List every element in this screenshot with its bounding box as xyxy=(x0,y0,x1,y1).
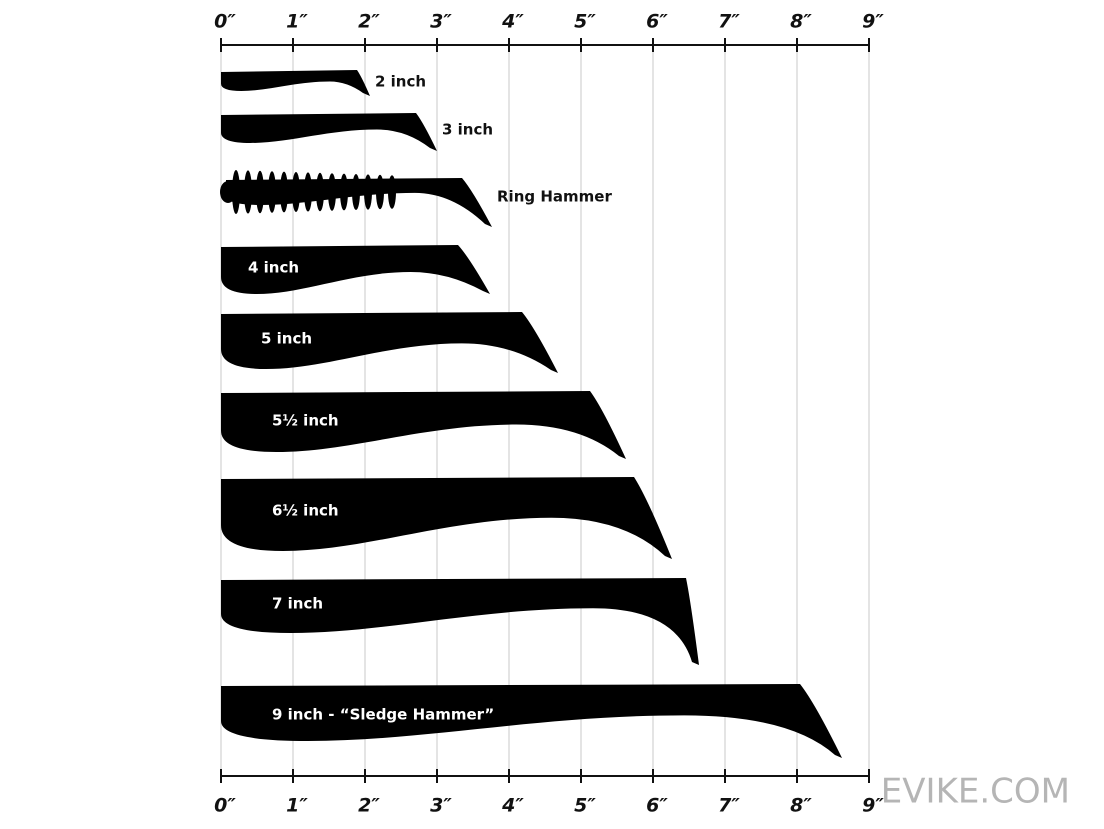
ruler-label: 3″ xyxy=(430,11,452,33)
bait-label: 3 inch xyxy=(442,121,493,139)
bait-silhouette xyxy=(221,312,558,373)
ruler-label: 1″ xyxy=(286,11,308,33)
bait-ring xyxy=(256,170,264,214)
ruler-label: 3″ xyxy=(430,795,452,817)
bait-ring xyxy=(268,171,276,213)
bait-ring xyxy=(280,171,288,213)
watermark: EVIKE.COM xyxy=(881,772,1070,812)
ruler-label: 7″ xyxy=(718,795,740,817)
bait-silhouette xyxy=(221,70,370,96)
bait-silhouette xyxy=(221,477,672,559)
ruler-label: 2″ xyxy=(358,795,380,817)
bait-label: 6½ inch xyxy=(272,502,339,520)
ruler-label: 0″ xyxy=(214,11,236,33)
bait-ring xyxy=(340,173,348,211)
bait-label: 2 inch xyxy=(375,73,426,91)
ruler-label: 9″ xyxy=(862,11,884,33)
ruler-label: 1″ xyxy=(286,795,308,817)
ruler-label: 9″ xyxy=(862,795,884,817)
bait-label: 5½ inch xyxy=(272,412,339,430)
bait-ring xyxy=(292,172,300,212)
ruler-label: 2″ xyxy=(358,11,380,33)
bait-ring xyxy=(376,174,384,210)
bait-ring xyxy=(316,172,324,212)
ruler-label: 6″ xyxy=(646,11,668,33)
bait-label: 9 inch - “Sledge Hammer” xyxy=(272,706,494,724)
ruler-label: 8″ xyxy=(790,11,812,33)
bait-ring xyxy=(364,174,372,210)
bait-ring xyxy=(244,170,252,214)
bait-ring xyxy=(388,175,396,209)
ruler-label: 6″ xyxy=(646,795,668,817)
bait-ring xyxy=(352,174,360,210)
ruler-label: 8″ xyxy=(790,795,812,817)
bait-head xyxy=(220,181,236,203)
bait-label: 5 inch xyxy=(261,330,312,348)
ruler-label: 5″ xyxy=(574,11,596,33)
bait-label: Ring Hammer xyxy=(497,188,612,206)
bait-silhouette xyxy=(221,391,626,459)
bait-silhouette xyxy=(221,245,490,294)
ruler-label: 7″ xyxy=(718,11,740,33)
bait-label: 4 inch xyxy=(248,259,299,277)
bait-silhouette xyxy=(221,684,842,758)
bait-label: 7 inch xyxy=(272,595,323,613)
bait-silhouette xyxy=(221,113,437,151)
ruler-label: 5″ xyxy=(574,795,596,817)
ruler-label: 4″ xyxy=(501,795,524,817)
ruler-label: 0″ xyxy=(214,795,236,817)
bait-ring xyxy=(328,173,336,211)
ruler-label: 4″ xyxy=(501,11,524,33)
bait-silhouette xyxy=(221,578,699,665)
bait-ring xyxy=(304,172,312,212)
